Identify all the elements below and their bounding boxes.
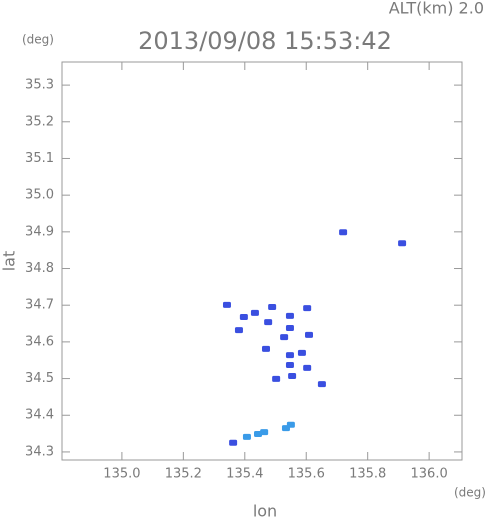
echo-point: [268, 304, 277, 311]
y-axis-label: lat: [0, 251, 19, 272]
y-tick-label: 35.1: [25, 151, 54, 166]
y-tick-label: 35.0: [25, 188, 54, 203]
echo-point: [288, 372, 297, 379]
x-tick-label: 135.4: [226, 467, 263, 482]
x-tick-label: 135.0: [103, 467, 140, 482]
plot-frame: [61, 61, 463, 461]
echo-point: [239, 313, 248, 320]
echo-point: [297, 349, 306, 356]
x-tick-label: 135.8: [349, 467, 386, 482]
x-unit: (deg): [454, 486, 486, 500]
y-tick-label: 34.6: [25, 334, 54, 349]
echo-point: [264, 319, 273, 326]
y-tick-label: 34.3: [25, 444, 54, 459]
echo-point: [261, 345, 270, 352]
y-unit: (deg): [22, 33, 54, 47]
chart-title: 2013/09/08 15:53:42: [138, 27, 392, 55]
echo-point: [285, 324, 294, 331]
echo-point: [285, 312, 294, 319]
y-tick-label: 34.9: [25, 224, 54, 239]
echo-point: [234, 327, 243, 334]
echo-point: [260, 429, 269, 436]
echo-point: [285, 352, 294, 359]
x-tick-label: 136.0: [411, 467, 448, 482]
echo-point: [305, 331, 314, 338]
echo-point: [286, 421, 295, 428]
x-tick-label: 135.6: [288, 467, 325, 482]
echo-point: [285, 361, 294, 368]
y-tick-label: 35.3: [25, 78, 54, 93]
echo-point: [242, 433, 251, 440]
altitude-label: ALT(km) 2.0: [389, 0, 484, 18]
echo-point: [339, 229, 348, 236]
echo-point: [303, 364, 312, 371]
echo-point: [317, 381, 326, 388]
y-tick-label: 35.2: [25, 114, 54, 129]
echo-point: [229, 439, 238, 446]
x-axis-label: lon: [253, 502, 277, 521]
echo-point: [250, 309, 259, 316]
echo-point: [280, 334, 289, 341]
y-tick-label: 34.8: [25, 261, 54, 276]
x-tick-label: 135.2: [165, 467, 202, 482]
y-tick-label: 34.5: [25, 371, 54, 386]
echo-point: [303, 305, 312, 312]
echo-point: [222, 301, 231, 308]
echo-point: [398, 240, 407, 247]
y-tick-label: 34.4: [25, 408, 54, 423]
y-tick-label: 34.7: [25, 298, 54, 313]
echo-point: [254, 430, 263, 437]
echo-point: [272, 375, 281, 382]
